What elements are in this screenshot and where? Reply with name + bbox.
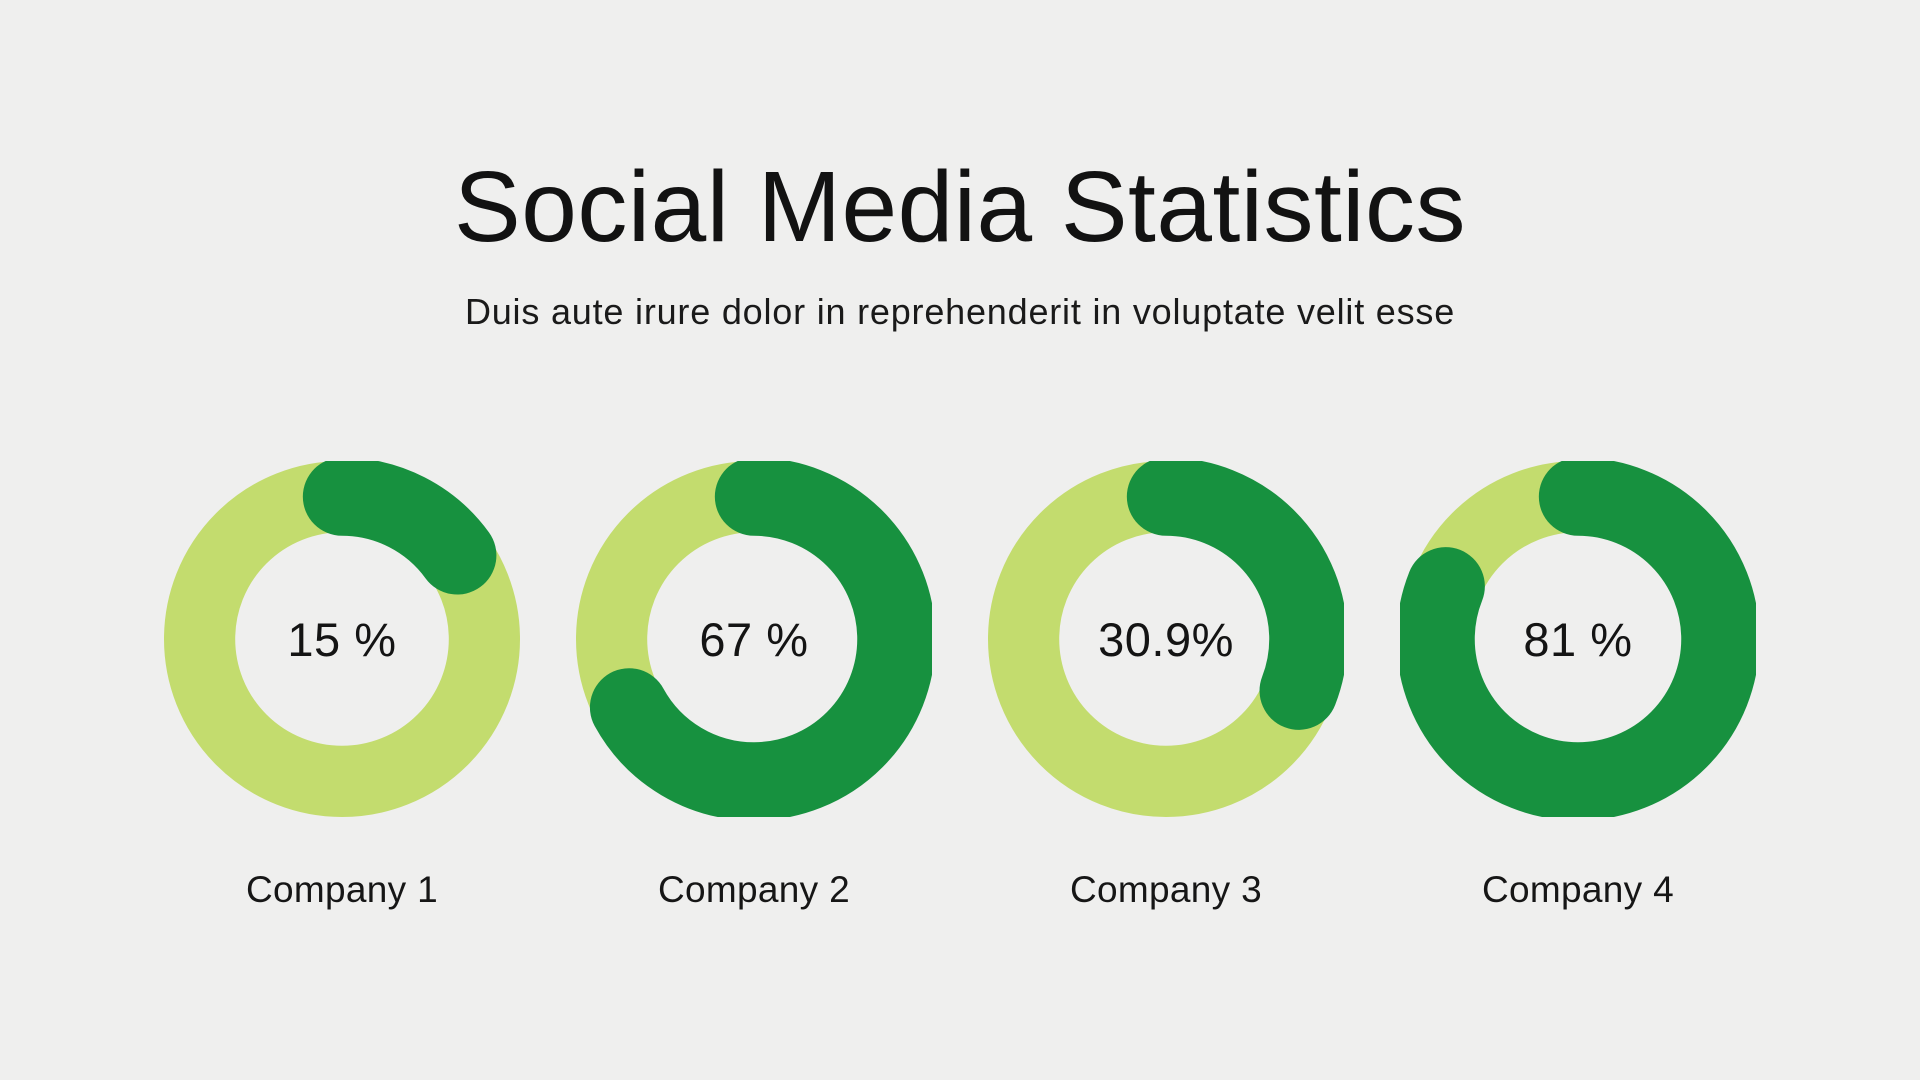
donut-svg bbox=[988, 461, 1344, 817]
donut-percent-label: 30.9% bbox=[1098, 612, 1234, 666]
donut-percent-label: 15 % bbox=[287, 612, 397, 666]
company-label: Company 4 bbox=[1482, 869, 1674, 910]
donut-gauge: 15 % bbox=[164, 461, 520, 817]
donut-progress-arc bbox=[1400, 461, 1756, 817]
page-title: Social Media Statistics bbox=[454, 151, 1466, 263]
donut-chart-2: 67 % Company 2 bbox=[576, 461, 932, 911]
donut-svg bbox=[1400, 461, 1756, 817]
donut-gauge: 67 % bbox=[576, 461, 932, 817]
donut-percent-label: 67 % bbox=[699, 612, 809, 666]
company-label: Company 2 bbox=[658, 869, 850, 910]
donut-progress-arc bbox=[988, 461, 1344, 817]
donut-chart-3: 30.9% Company 3 bbox=[988, 461, 1344, 911]
page-subtitle: Duis aute irure dolor in reprehenderit i… bbox=[464, 291, 1456, 332]
donut-progress-arc bbox=[164, 461, 520, 817]
donut-progress-arc bbox=[576, 461, 932, 817]
donut-chart-4: 81 % Company 4 bbox=[1400, 461, 1756, 911]
donut-svg bbox=[576, 461, 932, 817]
donut-gauge: 30.9% bbox=[988, 461, 1344, 817]
company-label: Company 1 bbox=[246, 869, 438, 910]
donut-gauge: 81 % bbox=[1400, 461, 1756, 817]
donut-chart-1: 15 % Company 1 bbox=[164, 461, 520, 911]
company-label: Company 3 bbox=[1070, 869, 1262, 910]
donut-percent-label: 81 % bbox=[1523, 612, 1633, 666]
donut-svg bbox=[164, 461, 520, 817]
donut-charts-row: 15 % Company 1 67 % Company 2 30.9% Comp… bbox=[0, 461, 1920, 911]
header: Social Media Statistics Duis aute irure … bbox=[0, 0, 1920, 333]
